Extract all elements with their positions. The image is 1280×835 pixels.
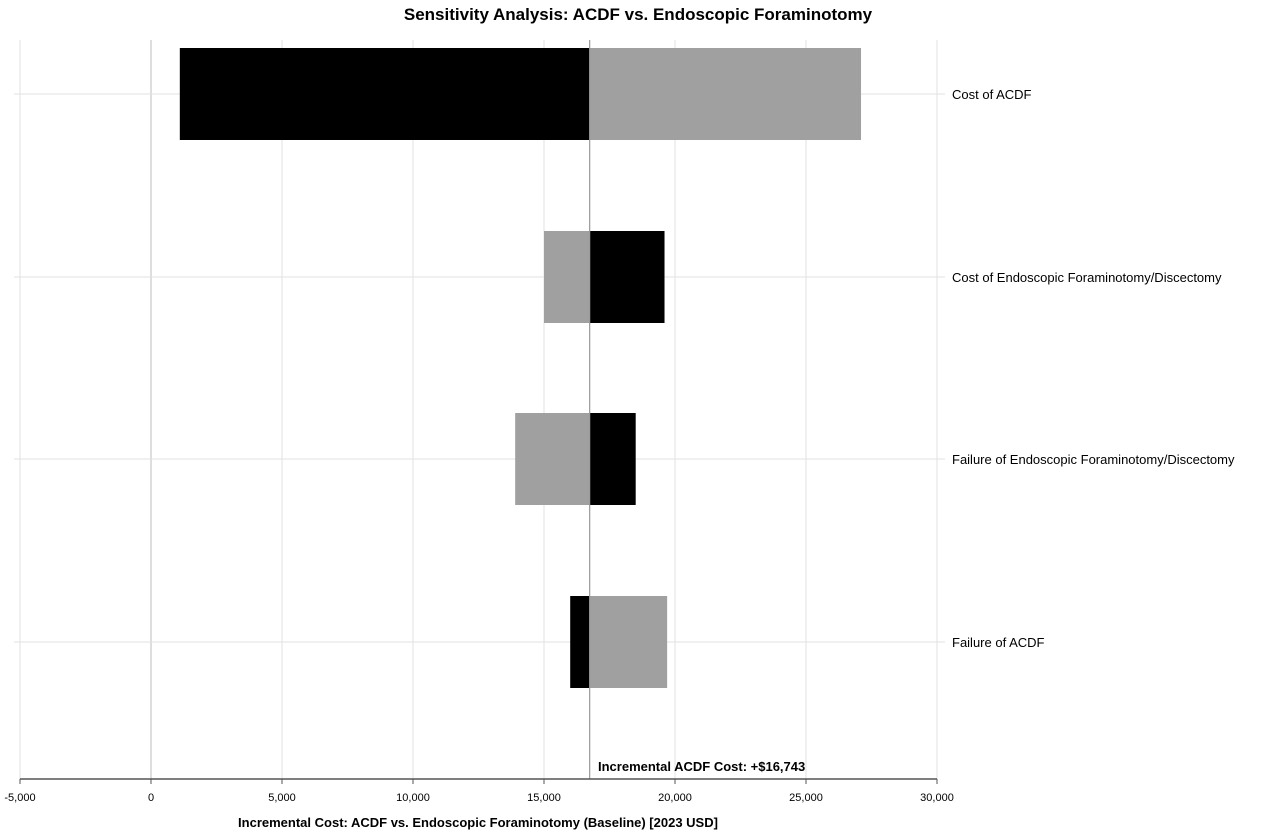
x-tick-label: 10,000: [396, 792, 430, 804]
category-label: Failure of Endoscopic Foraminotomy/Disce…: [952, 452, 1235, 467]
bars-layer: [179, 40, 862, 779]
x-tick-label: 20,000: [658, 792, 692, 804]
x-tick-label: 0: [148, 792, 154, 804]
bar-black-3: [589, 413, 636, 505]
bar-black-2: [589, 231, 665, 323]
bar-gray-1: [589, 48, 862, 140]
bar-gray-4: [589, 596, 668, 688]
bar-gray-3: [515, 413, 590, 505]
x-tick-label: -5,000: [4, 792, 35, 804]
x-tick-label: 5,000: [268, 792, 296, 804]
x-tick-label: 15,000: [527, 792, 561, 804]
bar-black-1: [179, 48, 590, 140]
baseline-annotation: Incremental ACDF Cost: +$16,743: [598, 759, 805, 774]
category-label: Cost of Endoscopic Foraminotomy/Discecto…: [952, 270, 1222, 285]
category-label: Cost of ACDF: [952, 87, 1032, 102]
chart-title: Sensitivity Analysis: ACDF vs. Endoscopi…: [404, 5, 873, 24]
x-tick-label: 30,000: [920, 792, 954, 804]
axis-layer: Cost of ACDF Cost of Endoscopic Foraminot…: [4, 87, 1235, 804]
grid-layer: [14, 40, 945, 779]
bar-gray-2: [544, 231, 590, 323]
category-label: Failure of ACDF: [952, 635, 1045, 650]
x-axis-label: Incremental Cost: ACDF vs. Endoscopic Fo…: [238, 815, 718, 830]
bar-black-4: [570, 596, 590, 688]
x-tick-label: 25,000: [789, 792, 823, 804]
